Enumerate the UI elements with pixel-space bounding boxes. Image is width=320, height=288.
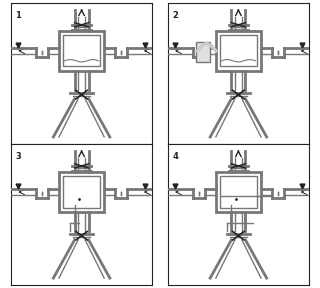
Bar xyxy=(63,35,100,67)
Text: 2: 2 xyxy=(172,11,178,20)
Text: 3: 3 xyxy=(15,152,21,162)
Bar xyxy=(59,31,104,71)
Bar xyxy=(59,172,104,212)
Bar xyxy=(216,172,261,212)
Bar xyxy=(196,42,210,62)
Bar xyxy=(63,177,100,207)
Text: 1: 1 xyxy=(15,11,21,20)
Bar xyxy=(220,35,257,67)
Text: 4: 4 xyxy=(172,152,178,162)
Bar xyxy=(220,177,257,207)
Bar xyxy=(216,31,261,71)
